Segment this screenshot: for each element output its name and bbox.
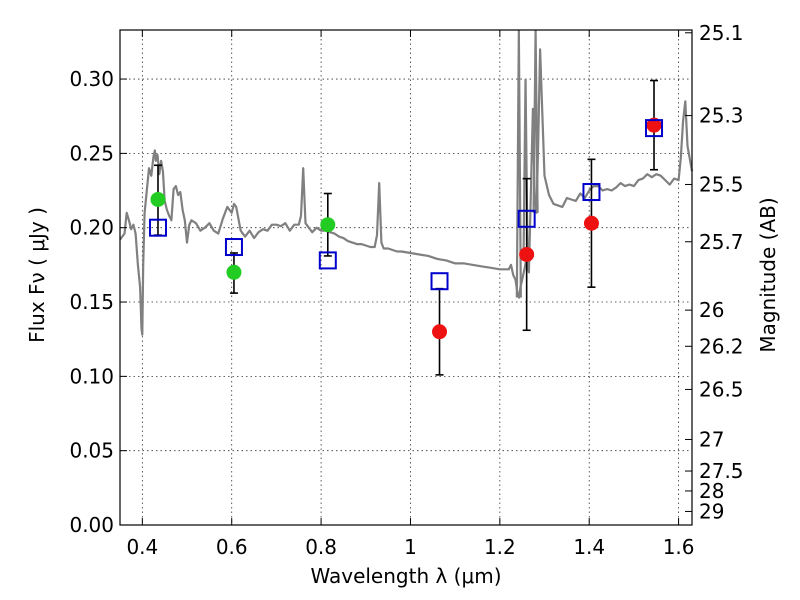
- y-tick-label: 0.20: [69, 216, 114, 240]
- y-axis-ticks: 0.00 0.05 0.10 0.15 0.20 0.25 0.30: [69, 67, 127, 537]
- x-tick-label: 0.6: [216, 535, 248, 559]
- x-tick-label: 1.4: [573, 535, 605, 559]
- plot-frame: [119, 29, 693, 526]
- magnitude-tick-label: 26.2: [699, 334, 744, 358]
- model-box: [430, 272, 449, 291]
- model-box: [645, 119, 664, 138]
- x-tick-label: 1: [404, 535, 417, 559]
- magnitude-tick-label: 26.5: [699, 377, 744, 401]
- emission-spike: [532, 29, 539, 213]
- magnitude-tick-label: 27: [699, 427, 724, 451]
- x-tick-label: 1.6: [663, 535, 695, 559]
- detection-point: [583, 215, 599, 231]
- magnitude-tick-label: 27.5: [699, 459, 744, 483]
- y-tick-label: 0.05: [69, 439, 114, 463]
- template-spectrum-line: [119, 48, 694, 336]
- y-tick-label: 0.10: [69, 364, 114, 388]
- model-box: [517, 209, 536, 228]
- magnitude-tick-label: 25.5: [699, 172, 744, 196]
- y-axis-label: Flux Fν ( μJy ): [25, 207, 49, 343]
- detection-point: [226, 264, 242, 280]
- grid-lines: [120, 30, 692, 526]
- detection-point: [320, 217, 336, 233]
- x-tick-label: 1.2: [484, 535, 516, 559]
- x-tick-label: 0.8: [305, 535, 337, 559]
- magnitude-tick-label: 29: [699, 499, 724, 523]
- detection-point: [150, 191, 166, 207]
- magnitude-tick-label: 25.3: [699, 104, 744, 128]
- magnitude-tick-label: 25.1: [699, 21, 744, 45]
- detection-point: [646, 117, 662, 133]
- magnitude-tick-label: 25.7: [699, 230, 744, 254]
- detection-points: [150, 117, 662, 340]
- y-tick-label: 0.25: [69, 141, 114, 165]
- x-tick-label: 0.4: [126, 535, 158, 559]
- detection-point: [432, 324, 448, 340]
- x-axis-label: Wavelength λ (μm): [310, 564, 501, 588]
- model-box: [148, 218, 167, 237]
- y-tick-label: 0.00: [69, 513, 114, 537]
- errorbars: [153, 79, 659, 376]
- x-axis-ticks: 0.4 0.6 0.8 1 1.2 1.4 1.6: [126, 30, 695, 559]
- model-boxes: [148, 119, 664, 291]
- model-box: [318, 251, 337, 270]
- model-box: [582, 183, 601, 202]
- y-tick-label: 0.30: [69, 67, 114, 91]
- detection-point: [519, 246, 535, 262]
- magnitude-axis-label: Magnitude (AB): [756, 197, 780, 352]
- plot-series: [119, 29, 694, 376]
- magnitude-tick-label: 26: [699, 298, 724, 322]
- model-box: [224, 238, 243, 257]
- magnitude-tick-label: 28: [699, 479, 724, 503]
- y-tick-label: 0.15: [69, 290, 114, 314]
